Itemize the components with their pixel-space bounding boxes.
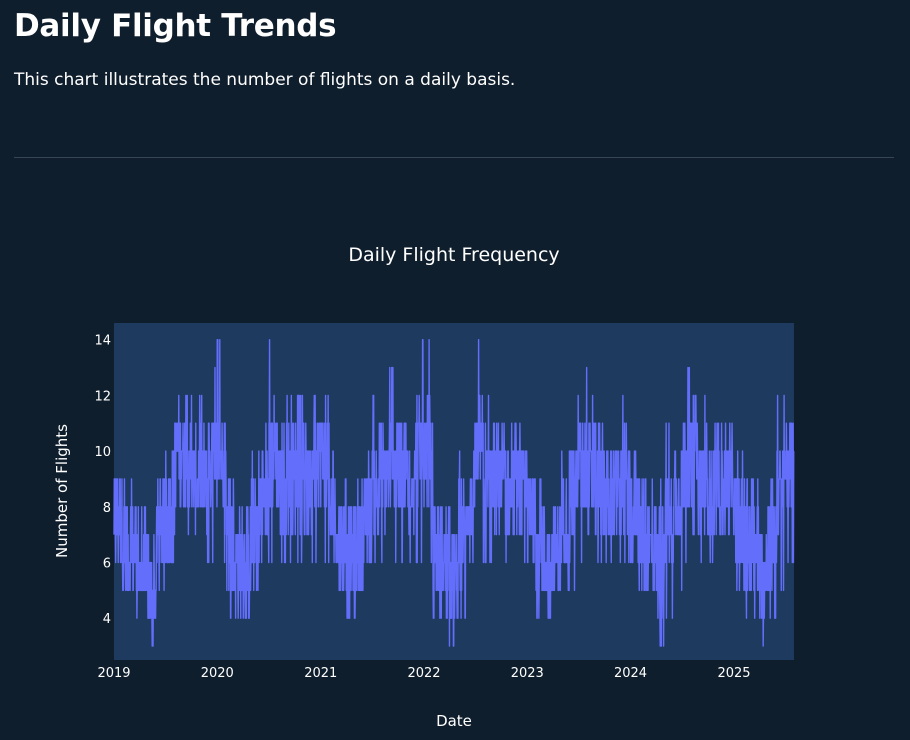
x-tick-label: 2025 <box>717 666 750 681</box>
x-tick-label: 2022 <box>407 666 440 681</box>
y-tick-label: 12 <box>94 389 111 404</box>
y-axis-ticks: 4 6 8 10 12 14 <box>94 334 111 628</box>
y-tick-label: 10 <box>94 445 111 460</box>
x-tick-label: 2019 <box>97 666 130 681</box>
y-tick-label: 4 <box>103 612 111 627</box>
x-axis-label: Date <box>436 712 472 730</box>
series-group <box>113 339 795 647</box>
y-tick-label: 8 <box>103 501 111 516</box>
y-tick-label: 14 <box>94 334 111 349</box>
x-axis-ticks: 2019 2020 2021 2022 2023 2024 2025 <box>97 666 750 681</box>
page-title: Daily Flight Trends <box>14 8 337 44</box>
page-subtitle: This chart illustrates the number of fli… <box>14 70 516 90</box>
y-tick-label: 6 <box>103 557 111 572</box>
divider <box>14 157 894 158</box>
series-line <box>113 339 795 647</box>
x-tick-label: 2023 <box>511 666 544 681</box>
chart-title: Daily Flight Frequency <box>348 244 559 266</box>
x-tick-label: 2021 <box>304 666 337 681</box>
y-axis-label: Number of Flights <box>53 424 71 558</box>
x-tick-label: 2020 <box>201 666 234 681</box>
x-tick-label: 2024 <box>614 666 647 681</box>
